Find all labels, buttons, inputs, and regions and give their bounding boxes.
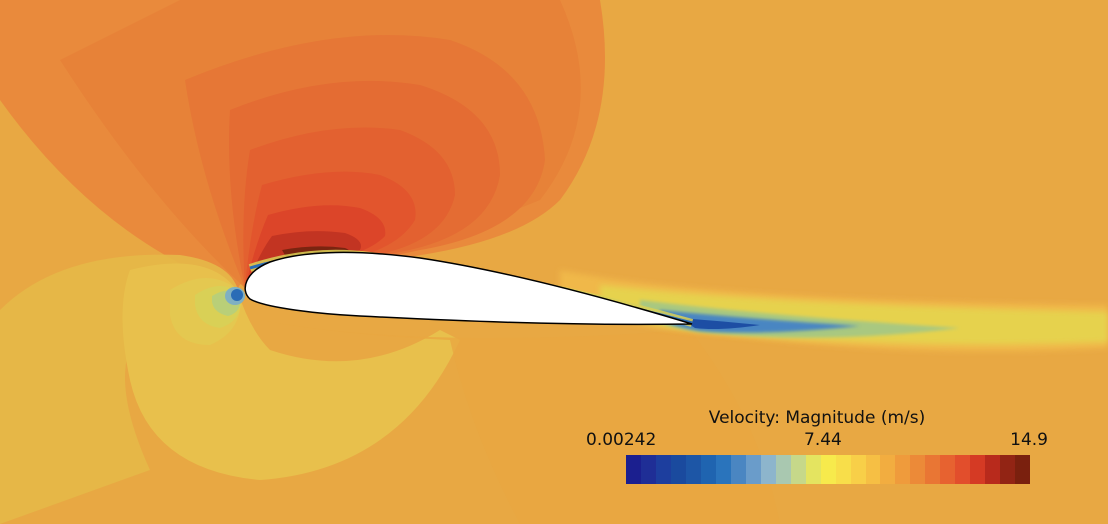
colorbar-segment [685,455,701,484]
colorbar [626,455,1031,484]
legend-min-label: 0.00242 [586,430,657,450]
colorbar-segment [1000,455,1016,484]
legend-title: Velocity: Magnitude (m/s) [708,408,926,428]
legend-mid-label: 7.44 [804,430,842,450]
decel-region-1 [0,254,238,524]
legend-max-label: 14.9 [1010,430,1048,450]
colorbar-segment [775,455,791,484]
colorbar-segment [790,455,806,484]
colorbar-segment [715,455,731,484]
colorbar-segment [985,455,1001,484]
colorbar-segment [745,455,761,484]
colorbar-segment [805,455,821,484]
colorbar-segment [730,455,746,484]
airfoil [244,251,693,326]
colorbar-segment [1015,455,1031,484]
colorbar-segment [970,455,986,484]
wake-core [680,318,760,329]
colorbar-segment [670,455,686,484]
colorbar-segment [940,455,956,484]
colorbar-segment [835,455,851,484]
colorbar-segment [655,455,671,484]
colorbar-segment [880,455,896,484]
colorbar-segment [865,455,881,484]
colorbar-segment [850,455,866,484]
colorbar-segment [910,455,926,484]
colorbar-segment [820,455,836,484]
colorbar-segment [760,455,776,484]
color-legend: Velocity: Magnitude (m/s) 0.00242 7.44 1… [586,408,1048,488]
colorbar-segment [955,455,971,484]
colorbar-segment [700,455,716,484]
colorbar-segment [640,455,656,484]
colorbar-segment [626,455,641,484]
colorbar-segment [925,455,941,484]
colorbar-segment [895,455,911,484]
stagnation-point [231,289,243,301]
